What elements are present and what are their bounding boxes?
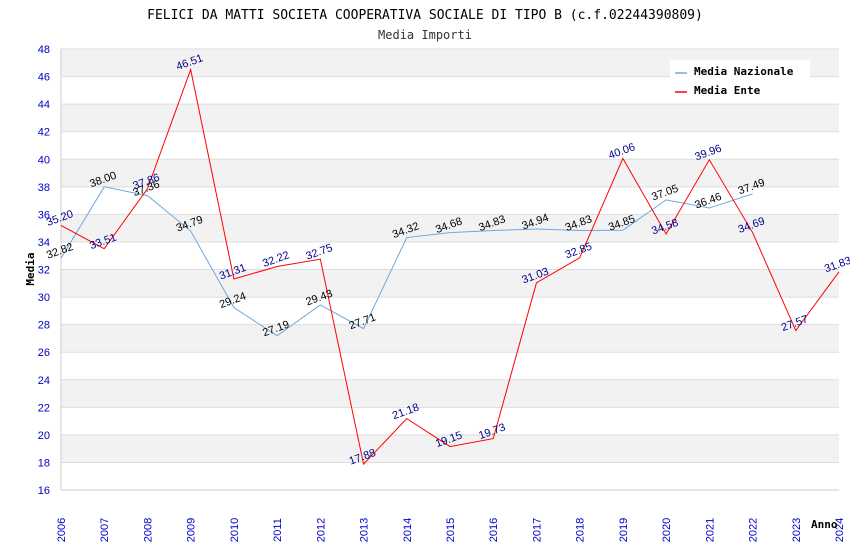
grid-band [61, 407, 839, 435]
legend-box [670, 60, 810, 100]
y-tick-label: 24 [38, 375, 50, 387]
x-tick-label: 2011 [272, 518, 284, 542]
x-tick-label: 2015 [445, 518, 457, 542]
y-tick-label: 40 [38, 154, 50, 166]
x-tick-label: 2014 [402, 518, 414, 542]
x-tick-label: 2018 [575, 518, 587, 542]
x-tick-label: 2023 [791, 518, 803, 542]
y-tick-label: 32 [38, 265, 50, 277]
x-axis-label: Anno [811, 518, 838, 531]
x-tick-label: 2020 [661, 518, 673, 542]
y-tick-label: 46 [38, 72, 50, 84]
y-tick-label: 48 [38, 44, 50, 56]
y-tick-label: 36 [38, 209, 50, 221]
y-axis-label: Media [24, 252, 37, 285]
legend-label-media-nazionale: Media Nazionale [694, 65, 794, 78]
x-tick-label: 2006 [56, 518, 68, 542]
x-tick-label: 2017 [531, 518, 543, 542]
x-tick-label: 2012 [315, 518, 327, 542]
y-tick-label: 44 [38, 99, 50, 111]
x-tick-label: 2007 [99, 518, 111, 542]
x-tick-label: 2016 [488, 518, 500, 542]
y-tick-label: 34 [38, 237, 50, 249]
x-tick-label: 2008 [142, 518, 154, 542]
grid-band [61, 434, 839, 463]
grid-band [61, 269, 839, 298]
y-tick-label: 16 [38, 485, 50, 497]
grid-band [61, 159, 839, 187]
x-tick-label: 2009 [186, 518, 198, 542]
grid-band [61, 352, 839, 380]
x-tick-label: 2019 [618, 518, 630, 542]
y-tick-label: 42 [38, 127, 50, 139]
y-axis-ticks: 16 18 20 22 24 26 28 30 32 34 36 38 40 42 44 46 48 [38, 44, 50, 497]
x-tick-label: 2021 [704, 518, 716, 542]
grid-band [61, 186, 839, 215]
legend-label-media-ente: Media Ente [694, 84, 761, 97]
y-tick-label: 22 [38, 402, 50, 414]
y-tick-label: 30 [38, 292, 50, 304]
grid-band [61, 104, 839, 132]
grid-band [61, 214, 839, 242]
series-lines [60, 67, 840, 466]
x-tick-label: 2022 [748, 518, 760, 542]
y-tick-label: 18 [38, 457, 50, 469]
y-tick-label: 26 [38, 347, 50, 359]
x-tick-label: 2013 [359, 518, 371, 542]
series-line-media-ente [60, 67, 840, 466]
series-line-media-nazionale [60, 186, 753, 337]
x-axis-ticks: 2006 2007 2008 2009 2010 2011 2012 2013 2014 2015… [56, 518, 846, 542]
y-tick-label: 20 [38, 430, 50, 442]
chart-subtitle: Media Importi [378, 28, 472, 42]
plot-bands [61, 49, 839, 490]
grid-band [61, 462, 839, 490]
grid-band [61, 241, 839, 270]
grid-band [61, 297, 839, 325]
grid-band [61, 324, 839, 353]
grid-band [61, 131, 839, 160]
x-tick-label: 2010 [229, 518, 241, 542]
grid-band [61, 379, 839, 408]
chart-title: FELICI DA MATTI SOCIETA COOPERATIVA SOCI… [147, 8, 703, 23]
legend: Media Nazionale Media Ente [670, 60, 810, 100]
grid-lines [60, 48, 839, 491]
y-tick-label: 28 [38, 320, 50, 332]
x-tick-label: 2024 [834, 518, 846, 542]
y-tick-label: 38 [38, 182, 50, 194]
